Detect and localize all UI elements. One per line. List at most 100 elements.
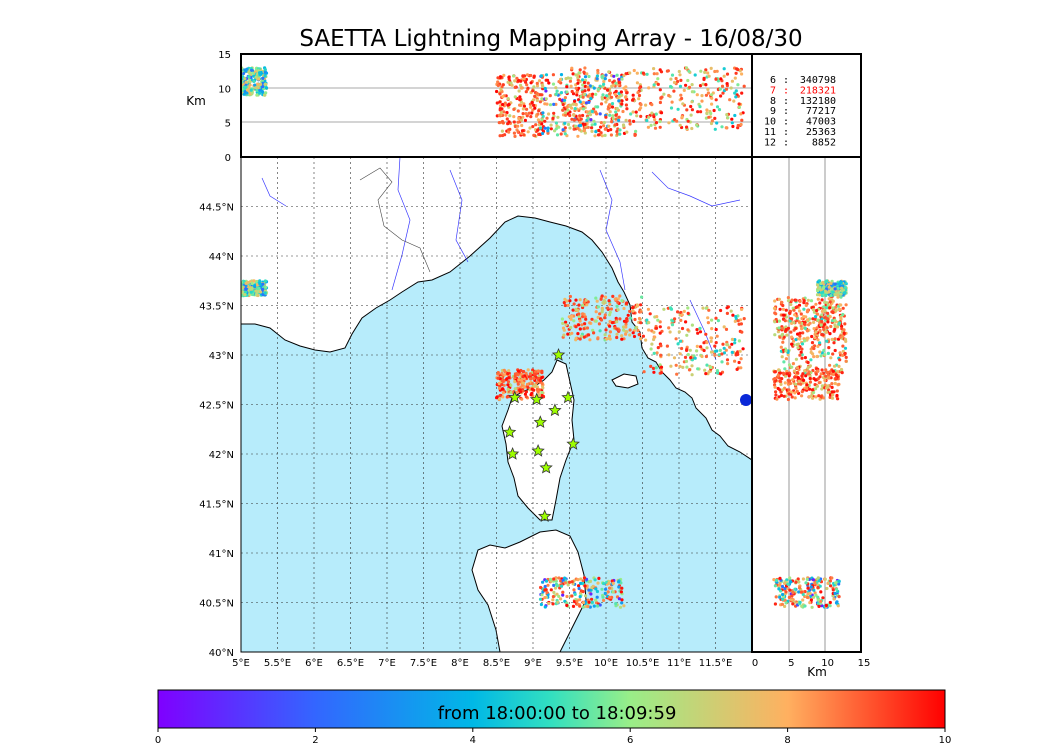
lightning-source-lon-alt bbox=[635, 114, 639, 118]
lightning-source-lon-alt bbox=[519, 86, 524, 90]
lightning-source-alt-lat bbox=[779, 382, 783, 386]
lightning-source-map bbox=[635, 325, 639, 329]
lightning-source-map bbox=[576, 578, 580, 582]
lightning-source-lon-alt bbox=[501, 133, 505, 138]
lightning-source-alt-lat bbox=[824, 374, 828, 378]
lightning-source-alt-lat bbox=[781, 597, 785, 601]
lightning-source-lon-alt bbox=[645, 118, 649, 123]
lightning-source-alt-lat bbox=[795, 389, 799, 393]
lightning-source-map bbox=[540, 381, 544, 386]
lightning-source-lon-alt bbox=[625, 91, 629, 95]
lightning-source-alt-lat bbox=[781, 340, 785, 344]
lightning-source-lon-alt bbox=[529, 115, 533, 119]
lightning-source-map bbox=[736, 319, 740, 323]
lightning-source-lon-alt bbox=[733, 91, 737, 95]
lightning-source-map bbox=[507, 376, 511, 380]
lightning-source-alt-lat bbox=[782, 313, 786, 317]
colorbar-ticks: 0 2 4 6 8 10 bbox=[155, 728, 951, 746]
lightning-source-lon-alt bbox=[698, 105, 702, 109]
lightning-source-alt-lat bbox=[820, 351, 824, 355]
lightning-source-lon-alt bbox=[685, 125, 689, 129]
lightning-source-alt-lat bbox=[844, 303, 848, 307]
lightning-source-lon-alt bbox=[598, 84, 602, 88]
lightning-source-alt-lat bbox=[789, 330, 793, 334]
lightning-source-alt-lat bbox=[811, 308, 816, 312]
lightning-source-lon-alt bbox=[518, 103, 522, 107]
lightning-source-alt-lat bbox=[808, 364, 813, 368]
lightning-source-map bbox=[258, 282, 262, 286]
lightning-source-map bbox=[628, 328, 632, 332]
lightning-source-map bbox=[518, 388, 522, 392]
lightning-source-map bbox=[252, 279, 256, 283]
lightning-source-lon-alt bbox=[258, 88, 262, 92]
lightning-source-lon-alt bbox=[617, 81, 622, 85]
lightning-source-lon-alt bbox=[526, 130, 530, 134]
lightning-source-lon-alt bbox=[551, 82, 556, 86]
lightning-source-lon-alt bbox=[587, 74, 591, 79]
lightning-source-map bbox=[578, 319, 582, 323]
lightning-source-lon-alt bbox=[532, 133, 536, 137]
lightning-source-map bbox=[624, 332, 628, 336]
lightning-source-lon-alt bbox=[706, 71, 710, 75]
lightning-source-lon-alt bbox=[597, 128, 601, 133]
lightning-source-alt-lat bbox=[783, 381, 787, 385]
lightning-source-lon-alt bbox=[543, 102, 547, 106]
lightning-source-alt-lat bbox=[780, 326, 785, 330]
lightning-source-map bbox=[524, 371, 528, 375]
lightning-source-lon-alt bbox=[257, 77, 261, 81]
lightning-source-alt-lat bbox=[832, 341, 836, 345]
lightning-source-lon-alt bbox=[559, 132, 563, 136]
lightning-source-alt-lat bbox=[835, 389, 839, 393]
lightning-source-alt-lat bbox=[789, 390, 793, 394]
lightning-source-lon-alt bbox=[545, 116, 549, 120]
lightning-source-map bbox=[720, 360, 724, 364]
lightning-source-map bbox=[590, 585, 594, 590]
lightning-source-lon-alt bbox=[641, 71, 646, 75]
lightning-source-alt-lat bbox=[812, 595, 816, 599]
lightning-source-lon-alt bbox=[577, 86, 581, 90]
colorbar-tick-label: 4 bbox=[470, 735, 476, 746]
lightning-source-map bbox=[600, 587, 604, 591]
lightning-source-alt-lat bbox=[791, 378, 795, 382]
lightning-source-map bbox=[725, 340, 729, 344]
lightning-source-map bbox=[244, 287, 248, 291]
lightning-source-map bbox=[578, 337, 582, 341]
lightning-source-alt-lat bbox=[822, 348, 826, 352]
lightning-source-alt-lat bbox=[824, 368, 828, 372]
lightning-source-map bbox=[686, 353, 690, 357]
lightning-source-map bbox=[696, 367, 700, 371]
lightning-source-lon-alt bbox=[516, 120, 520, 124]
lightning-source-lon-alt bbox=[582, 80, 587, 85]
lightning-source-map bbox=[555, 592, 559, 596]
lightning-source-map bbox=[581, 579, 585, 583]
station-count-stations: 6 bbox=[770, 75, 776, 86]
lightning-source-lon-alt bbox=[592, 86, 596, 90]
lightning-source-map bbox=[248, 287, 252, 291]
lightning-source-lon-alt bbox=[573, 107, 577, 111]
lightning-source-alt-lat bbox=[836, 286, 840, 290]
lightning-source-lon-alt bbox=[681, 102, 685, 106]
lightning-source-alt-lat bbox=[808, 376, 812, 381]
lightning-source-alt-lat bbox=[806, 298, 810, 302]
lightning-source-map bbox=[585, 584, 589, 588]
lightning-source-alt-lat bbox=[834, 305, 838, 309]
lightning-source-lon-alt bbox=[670, 73, 675, 77]
lightning-source-lon-alt bbox=[530, 100, 534, 105]
lightning-source-lon-alt bbox=[725, 113, 729, 117]
lightning-source-lon-alt bbox=[596, 71, 600, 75]
lightning-source-alt-lat bbox=[782, 372, 786, 376]
lightning-source-lon-alt bbox=[535, 81, 539, 85]
lightning-source-map bbox=[654, 366, 658, 370]
lightning-source-lon-alt bbox=[609, 128, 613, 132]
lightning-source-lon-alt bbox=[559, 77, 563, 81]
lightning-source-map bbox=[652, 330, 656, 334]
lightning-source-alt-lat bbox=[805, 577, 809, 582]
lightning-source-map bbox=[722, 346, 726, 350]
lightning-source-lon-alt bbox=[527, 111, 531, 115]
lightning-source-alt-lat bbox=[820, 309, 825, 313]
lightning-source-map bbox=[615, 327, 619, 331]
lightning-source-alt-lat bbox=[792, 308, 796, 312]
lightning-source-lon-alt bbox=[557, 80, 561, 84]
lightning-source-alt-lat bbox=[792, 321, 796, 325]
lightning-source-lon-alt bbox=[618, 94, 622, 98]
